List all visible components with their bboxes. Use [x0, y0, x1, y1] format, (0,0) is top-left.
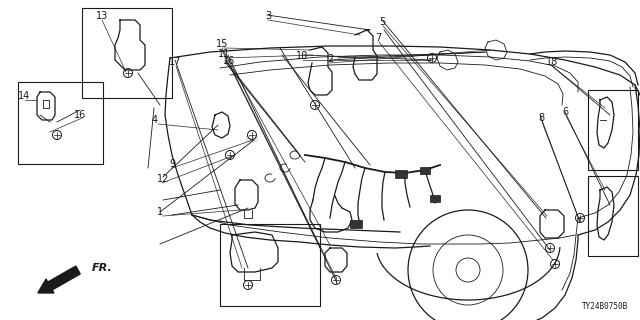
Text: TY24B0750B: TY24B0750B — [582, 302, 628, 311]
Text: 7: 7 — [375, 33, 381, 43]
Bar — [18, 82, 103, 164]
Text: FR.: FR. — [92, 263, 113, 273]
Bar — [82, 8, 172, 98]
FancyArrow shape — [38, 266, 80, 293]
Text: 6: 6 — [562, 107, 568, 117]
Text: 18: 18 — [546, 57, 558, 67]
Text: 9: 9 — [169, 159, 175, 169]
Text: 8: 8 — [538, 113, 544, 123]
Bar — [430, 195, 440, 202]
Bar — [588, 176, 638, 256]
Text: 10: 10 — [296, 51, 308, 61]
Bar — [420, 167, 430, 174]
Text: 17: 17 — [169, 57, 181, 67]
Text: 3: 3 — [265, 11, 271, 21]
Text: 12: 12 — [157, 174, 169, 184]
Text: 14: 14 — [18, 91, 30, 101]
Text: 1: 1 — [157, 207, 163, 217]
Text: 15: 15 — [216, 39, 228, 49]
Text: 13: 13 — [96, 11, 108, 21]
Text: 2: 2 — [327, 54, 333, 64]
Text: 16: 16 — [223, 56, 235, 66]
Text: 11: 11 — [218, 49, 230, 59]
Bar — [395, 170, 407, 178]
Bar — [588, 90, 638, 170]
Bar — [350, 220, 362, 228]
Text: 16: 16 — [74, 110, 86, 120]
Bar — [220, 224, 320, 306]
Text: 4: 4 — [152, 115, 158, 125]
Text: 5: 5 — [379, 17, 385, 27]
